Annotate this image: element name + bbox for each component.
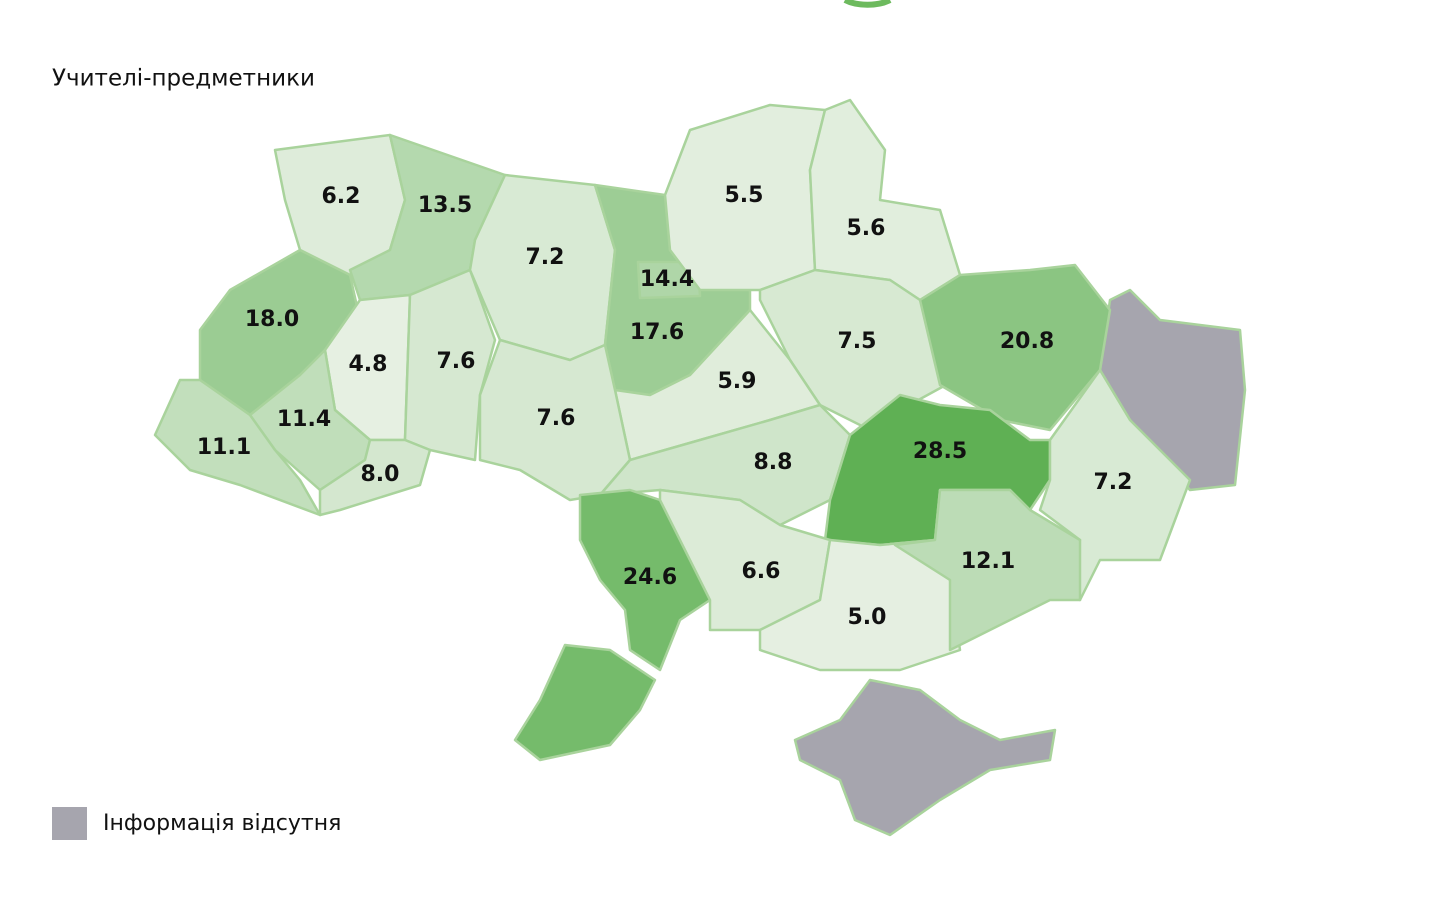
map-title: Учителі-предметники	[52, 66, 315, 92]
legend-swatch	[52, 807, 87, 840]
region-value-label: 11.1	[197, 435, 251, 460]
region	[918, 263, 1112, 432]
region-value-label: 6.6	[742, 559, 781, 584]
region	[513, 488, 712, 762]
region-value-label: 24.6	[623, 565, 677, 590]
region-value-label: 5.0	[848, 605, 887, 630]
no-data-region	[793, 678, 1057, 837]
region-value-label: 28.5	[913, 439, 967, 464]
region	[1038, 368, 1192, 602]
region-value-label: 20.8	[1000, 329, 1054, 354]
region-value-label: 7.5	[838, 329, 877, 354]
region-value-label: 5.5	[725, 183, 764, 208]
region-value-label: 18.0	[245, 307, 299, 332]
region-value-label: 7.2	[526, 245, 565, 270]
region-value-label: 12.1	[961, 549, 1015, 574]
legend-label: Інформація відсутня	[103, 811, 341, 836]
region-value-label: 11.4	[277, 407, 331, 432]
region-value-label: 8.0	[361, 462, 400, 487]
region-value-label: 14.4	[640, 267, 694, 292]
region-value-label: 7.2	[1094, 470, 1133, 495]
region	[893, 488, 1082, 652]
region-value-label: 5.9	[718, 369, 757, 394]
region-value-label: 7.6	[437, 349, 476, 374]
region-value-label: 8.8	[754, 450, 793, 475]
region-value-label: 5.6	[847, 216, 886, 241]
region-value-label: 4.8	[349, 352, 388, 377]
region-value-label: 6.2	[322, 184, 361, 209]
logo-fragment	[843, 0, 892, 8]
region-value-label: 17.6	[630, 320, 684, 345]
region-value-label: 7.6	[537, 406, 576, 431]
region	[318, 438, 432, 517]
region-value-label: 13.5	[418, 193, 472, 218]
regions	[153, 98, 1192, 762]
region	[808, 98, 962, 302]
labels: 6.2 13.5 18.0 4.8 7.6 7.2 17.6 14.4 5.5 5.6 7.5 20.…	[197, 183, 1133, 630]
region	[153, 378, 322, 517]
